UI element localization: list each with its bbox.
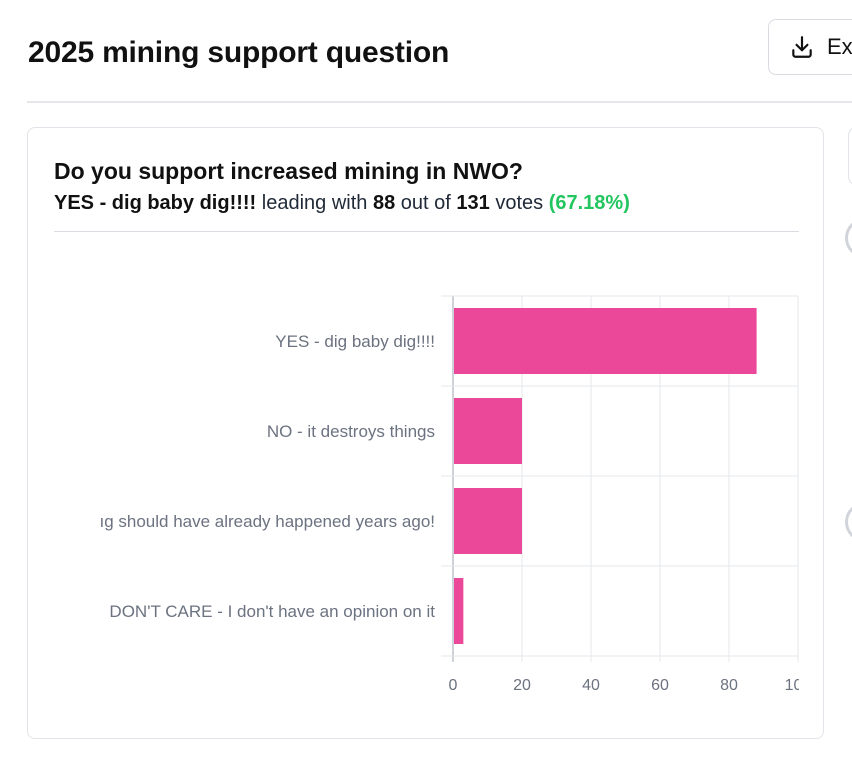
x-tick-label: 0 [449, 677, 458, 694]
download-icon [792, 36, 812, 58]
x-tick-label: 80 [720, 677, 738, 694]
leader-option: YES - dig baby dig!!!! [54, 192, 257, 214]
bar-1[interactable] [454, 398, 522, 464]
poll-card: Do you support increased mining in NWO? … [27, 127, 824, 739]
category-label: YES - dig baby dig!!!! [275, 332, 435, 351]
export-button[interactable]: Ex [768, 19, 852, 75]
page-title: 2025 mining support question [28, 36, 450, 69]
side-avatar-1[interactable] [845, 218, 852, 258]
bar-2[interactable] [454, 488, 522, 554]
x-tick-label: 100 [785, 677, 799, 694]
poll-question: Do you support increased mining in NWO? [54, 158, 523, 184]
bar-0[interactable] [454, 308, 757, 374]
export-button-label: Ex [827, 34, 852, 59]
leader-percentage: (67.18%) [548, 192, 630, 214]
x-tick-label: 20 [513, 677, 531, 694]
side-panel-edge[interactable] [848, 127, 852, 185]
results-chart: 0 20 40 60 80 100 YES - dig baby dig!!!! NO - i… [54, 278, 799, 718]
results-chart-svg: 0 20 40 60 80 100 YES - dig baby dig!!!! NO - i… [99, 295, 799, 694]
category-label: ıg should have already happened years ag… [99, 512, 435, 531]
votes-text: votes [495, 192, 544, 214]
header-divider [27, 101, 852, 103]
leader-votes: 88 [372, 192, 396, 214]
category-label: DON'T CARE - I don't have an opinion on … [109, 602, 435, 621]
total-votes: 131 [456, 192, 490, 214]
leading-with-text: leading with [261, 192, 368, 214]
category-label: NO - it destroys things [267, 422, 435, 441]
poll-summary: YES - dig baby dig!!!! leading with 88 o… [54, 192, 630, 215]
out-of-text: out of [400, 192, 451, 214]
x-tick-label: 40 [582, 677, 600, 694]
x-tick-label: 60 [651, 677, 669, 694]
bar-3[interactable] [454, 578, 464, 644]
side-avatar-2[interactable] [845, 502, 852, 542]
card-divider [54, 231, 799, 232]
